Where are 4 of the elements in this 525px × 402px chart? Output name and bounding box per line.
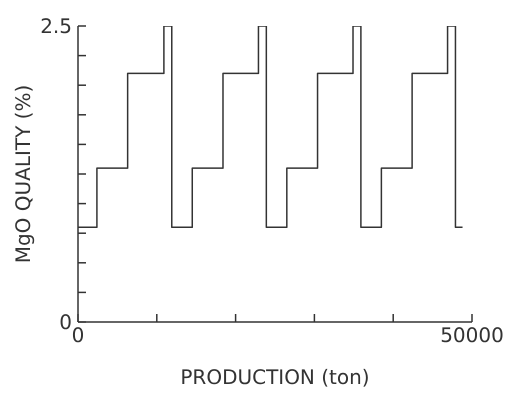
x-axis-title: PRODUCTION (ton): [180, 365, 370, 389]
x-tick-label: 50000: [440, 323, 504, 348]
y-tick-label: 2.5: [40, 14, 72, 38]
y-axis-title: MgO QUALITY (%): [11, 84, 36, 264]
